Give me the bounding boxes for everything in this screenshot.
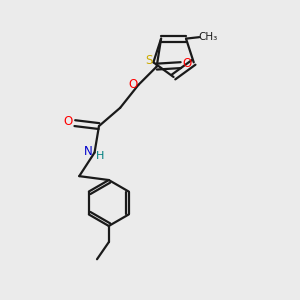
Text: CH₃: CH₃ xyxy=(198,32,217,42)
Text: H: H xyxy=(96,151,105,160)
Text: N: N xyxy=(84,145,93,158)
Text: S: S xyxy=(145,54,153,68)
Text: O: O xyxy=(128,78,137,91)
Text: O: O xyxy=(64,115,73,128)
Text: O: O xyxy=(183,57,192,70)
